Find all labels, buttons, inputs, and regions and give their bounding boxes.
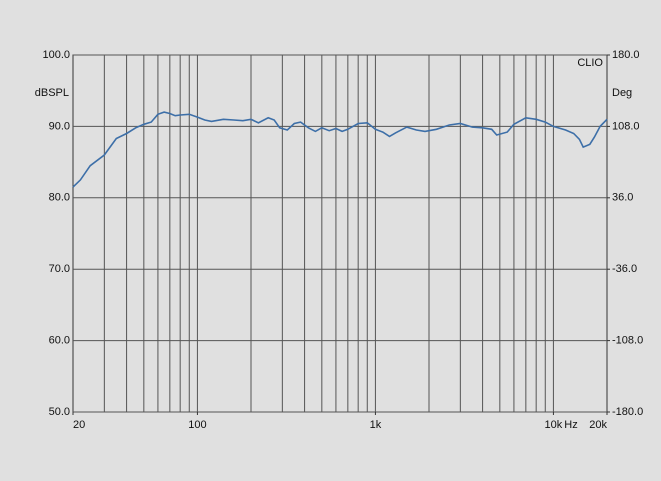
- y2-axis-label: Deg: [612, 87, 632, 99]
- y-tick-label: 60.0: [49, 335, 70, 347]
- y2-tick-label: -36.0: [612, 263, 637, 275]
- y-tick-label: 70.0: [49, 263, 70, 275]
- x-tick-label: 20: [73, 419, 85, 431]
- y-axis-label: dBSPL: [35, 87, 69, 99]
- response-line: [72, 111, 608, 188]
- brand: CLIO: [577, 57, 603, 69]
- y2-tick-label: -108.0: [612, 335, 643, 347]
- y-tick-label: 80.0: [49, 192, 70, 204]
- x-tick-label: 100: [188, 419, 206, 431]
- x-tick-label: 1k: [370, 419, 382, 431]
- y2-tick-label: -180.0: [612, 406, 643, 418]
- y-tick-label: 50.0: [49, 406, 70, 418]
- y2-tick-label: 36.0: [612, 192, 633, 204]
- y2-tick-label: 108.0: [612, 120, 640, 132]
- x-tick-label: 10k: [545, 419, 563, 431]
- x-axis-label: Hz: [564, 419, 577, 431]
- plot-frame: [72, 54, 608, 413]
- x-tick-label: 20k: [589, 419, 607, 431]
- y2-tick-label: 180.0: [612, 49, 640, 61]
- y-tick-label: 100.0: [42, 49, 70, 61]
- y-tick-label: 90.0: [49, 120, 70, 132]
